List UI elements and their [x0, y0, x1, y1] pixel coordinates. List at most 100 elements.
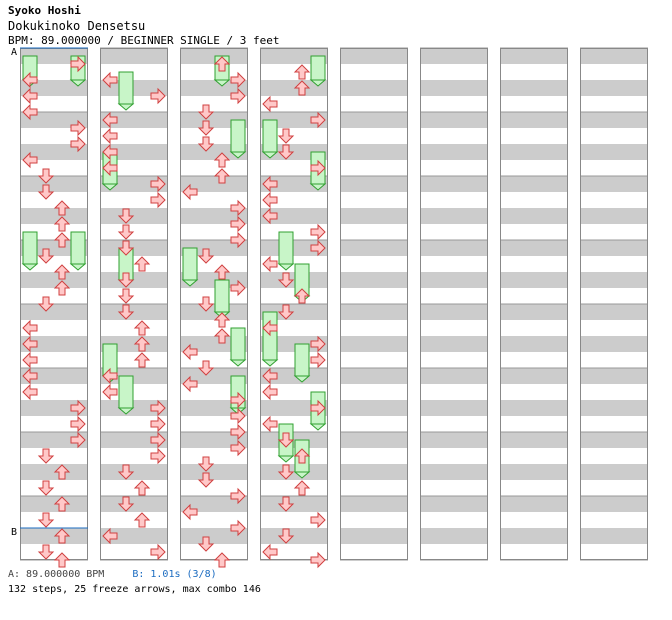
- right-arrow-icon: [70, 431, 86, 449]
- right-arrow-icon: [230, 407, 246, 425]
- beat-stripe: [420, 112, 488, 128]
- beat-stripe: [180, 176, 248, 192]
- up-arrow-icon: [133, 480, 151, 496]
- left-arrow-icon: [22, 351, 38, 369]
- beat-stripe: [500, 336, 568, 352]
- column-border: [100, 48, 168, 560]
- down-arrow-icon: [197, 104, 215, 120]
- beat-stripe: [340, 176, 408, 192]
- freeze-arrow: [277, 231, 295, 271]
- up-arrow-icon: [293, 64, 311, 80]
- right-arrow-icon: [310, 159, 326, 177]
- down-arrow-icon: [37, 544, 55, 560]
- right-arrow-icon: [230, 71, 246, 89]
- left-arrow-icon: [262, 415, 278, 433]
- beat-stripe: [340, 528, 408, 544]
- song-title: Dokukinoko Densetsu: [8, 19, 146, 33]
- down-arrow-icon: [197, 456, 215, 472]
- up-arrow-icon: [213, 56, 231, 72]
- right-arrow-icon: [150, 175, 166, 193]
- beat-stripe: [20, 528, 88, 544]
- right-arrow-icon: [310, 399, 326, 417]
- down-arrow-icon: [117, 464, 135, 480]
- beat-stripe: [500, 528, 568, 544]
- beat-stripe: [420, 48, 488, 64]
- beat-stripe: [100, 48, 168, 64]
- freeze-arrow: [261, 119, 279, 159]
- down-arrow-icon: [117, 208, 135, 224]
- freeze-arrow: [117, 71, 135, 111]
- left-arrow-icon: [22, 383, 38, 401]
- freeze-arrow: [229, 119, 247, 159]
- right-arrow-icon: [230, 215, 246, 233]
- down-arrow-icon: [37, 448, 55, 464]
- beat-stripe: [20, 176, 88, 192]
- beat-stripe: [340, 48, 408, 64]
- down-arrow-icon: [277, 528, 295, 544]
- beat-stripe: [100, 304, 168, 320]
- beat-stripe: [340, 432, 408, 448]
- left-arrow-icon: [262, 207, 278, 225]
- beat-stripe: [100, 528, 168, 544]
- bpm-a-label: A: 89.000000 BPM: [8, 569, 105, 580]
- beat-stripe: [420, 176, 488, 192]
- up-arrow-icon: [53, 496, 71, 512]
- right-arrow-icon: [310, 351, 326, 369]
- beat-stripe: [500, 144, 568, 160]
- beat-stripe: [20, 304, 88, 320]
- beat-stripe: [500, 48, 568, 64]
- left-arrow-icon: [182, 375, 198, 393]
- beat-stripe: [420, 464, 488, 480]
- beat-stripe: [500, 272, 568, 288]
- down-arrow-icon: [197, 120, 215, 136]
- right-arrow-icon: [150, 399, 166, 417]
- down-arrow-icon: [197, 296, 215, 312]
- chart-stats: 132 steps, 25 freeze arrows, max combo 1…: [8, 584, 261, 595]
- down-arrow-icon: [197, 536, 215, 552]
- beat-stripe: [340, 240, 408, 256]
- right-arrow-icon: [150, 415, 166, 433]
- beat-stripe: [500, 240, 568, 256]
- down-arrow-icon: [37, 184, 55, 200]
- beat-stripe: [580, 112, 648, 128]
- beat-stripe: [420, 80, 488, 96]
- up-arrow-icon: [53, 200, 71, 216]
- beat-stripe: [580, 144, 648, 160]
- left-arrow-icon: [22, 87, 38, 105]
- beat-stripe: [340, 368, 408, 384]
- beat-stripe: [20, 80, 88, 96]
- right-arrow-icon: [70, 399, 86, 417]
- up-arrow-icon: [293, 480, 311, 496]
- down-arrow-icon: [277, 304, 295, 320]
- beat-stripe: [180, 496, 248, 512]
- beat-stripe: [580, 400, 648, 416]
- beat-stripe: [340, 112, 408, 128]
- right-arrow-icon: [230, 231, 246, 249]
- beat-stripe: [180, 80, 248, 96]
- left-arrow-icon: [22, 151, 38, 169]
- right-arrow-icon: [230, 391, 246, 409]
- right-arrow-icon: [230, 87, 246, 105]
- down-arrow-icon: [277, 464, 295, 480]
- right-arrow-icon: [150, 543, 166, 561]
- down-arrow-icon: [37, 296, 55, 312]
- beat-stripe: [180, 528, 248, 544]
- up-arrow-icon: [133, 512, 151, 528]
- right-arrow-icon: [310, 239, 326, 257]
- column-border: [500, 48, 568, 560]
- up-arrow-icon: [213, 552, 231, 568]
- right-arrow-icon: [230, 199, 246, 217]
- beat-stripe: [500, 496, 568, 512]
- right-arrow-icon: [70, 135, 86, 153]
- right-arrow-icon: [70, 119, 86, 137]
- up-arrow-icon: [133, 336, 151, 352]
- beat-stripe: [20, 208, 88, 224]
- up-arrow-icon: [53, 216, 71, 232]
- chart-column: [340, 47, 408, 561]
- beat-stripe: [580, 496, 648, 512]
- beat-stripe: [340, 144, 408, 160]
- left-arrow-icon: [182, 503, 198, 521]
- left-arrow-icon: [182, 343, 198, 361]
- chart-column: [260, 47, 328, 561]
- right-arrow-icon: [310, 511, 326, 529]
